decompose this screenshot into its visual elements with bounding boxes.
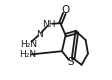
Text: S: S bbox=[68, 57, 74, 67]
Text: H₂N: H₂N bbox=[20, 40, 37, 49]
Text: NH: NH bbox=[42, 20, 56, 28]
Text: H₂N: H₂N bbox=[19, 50, 36, 59]
Text: O: O bbox=[61, 5, 70, 15]
Text: N: N bbox=[36, 30, 43, 39]
